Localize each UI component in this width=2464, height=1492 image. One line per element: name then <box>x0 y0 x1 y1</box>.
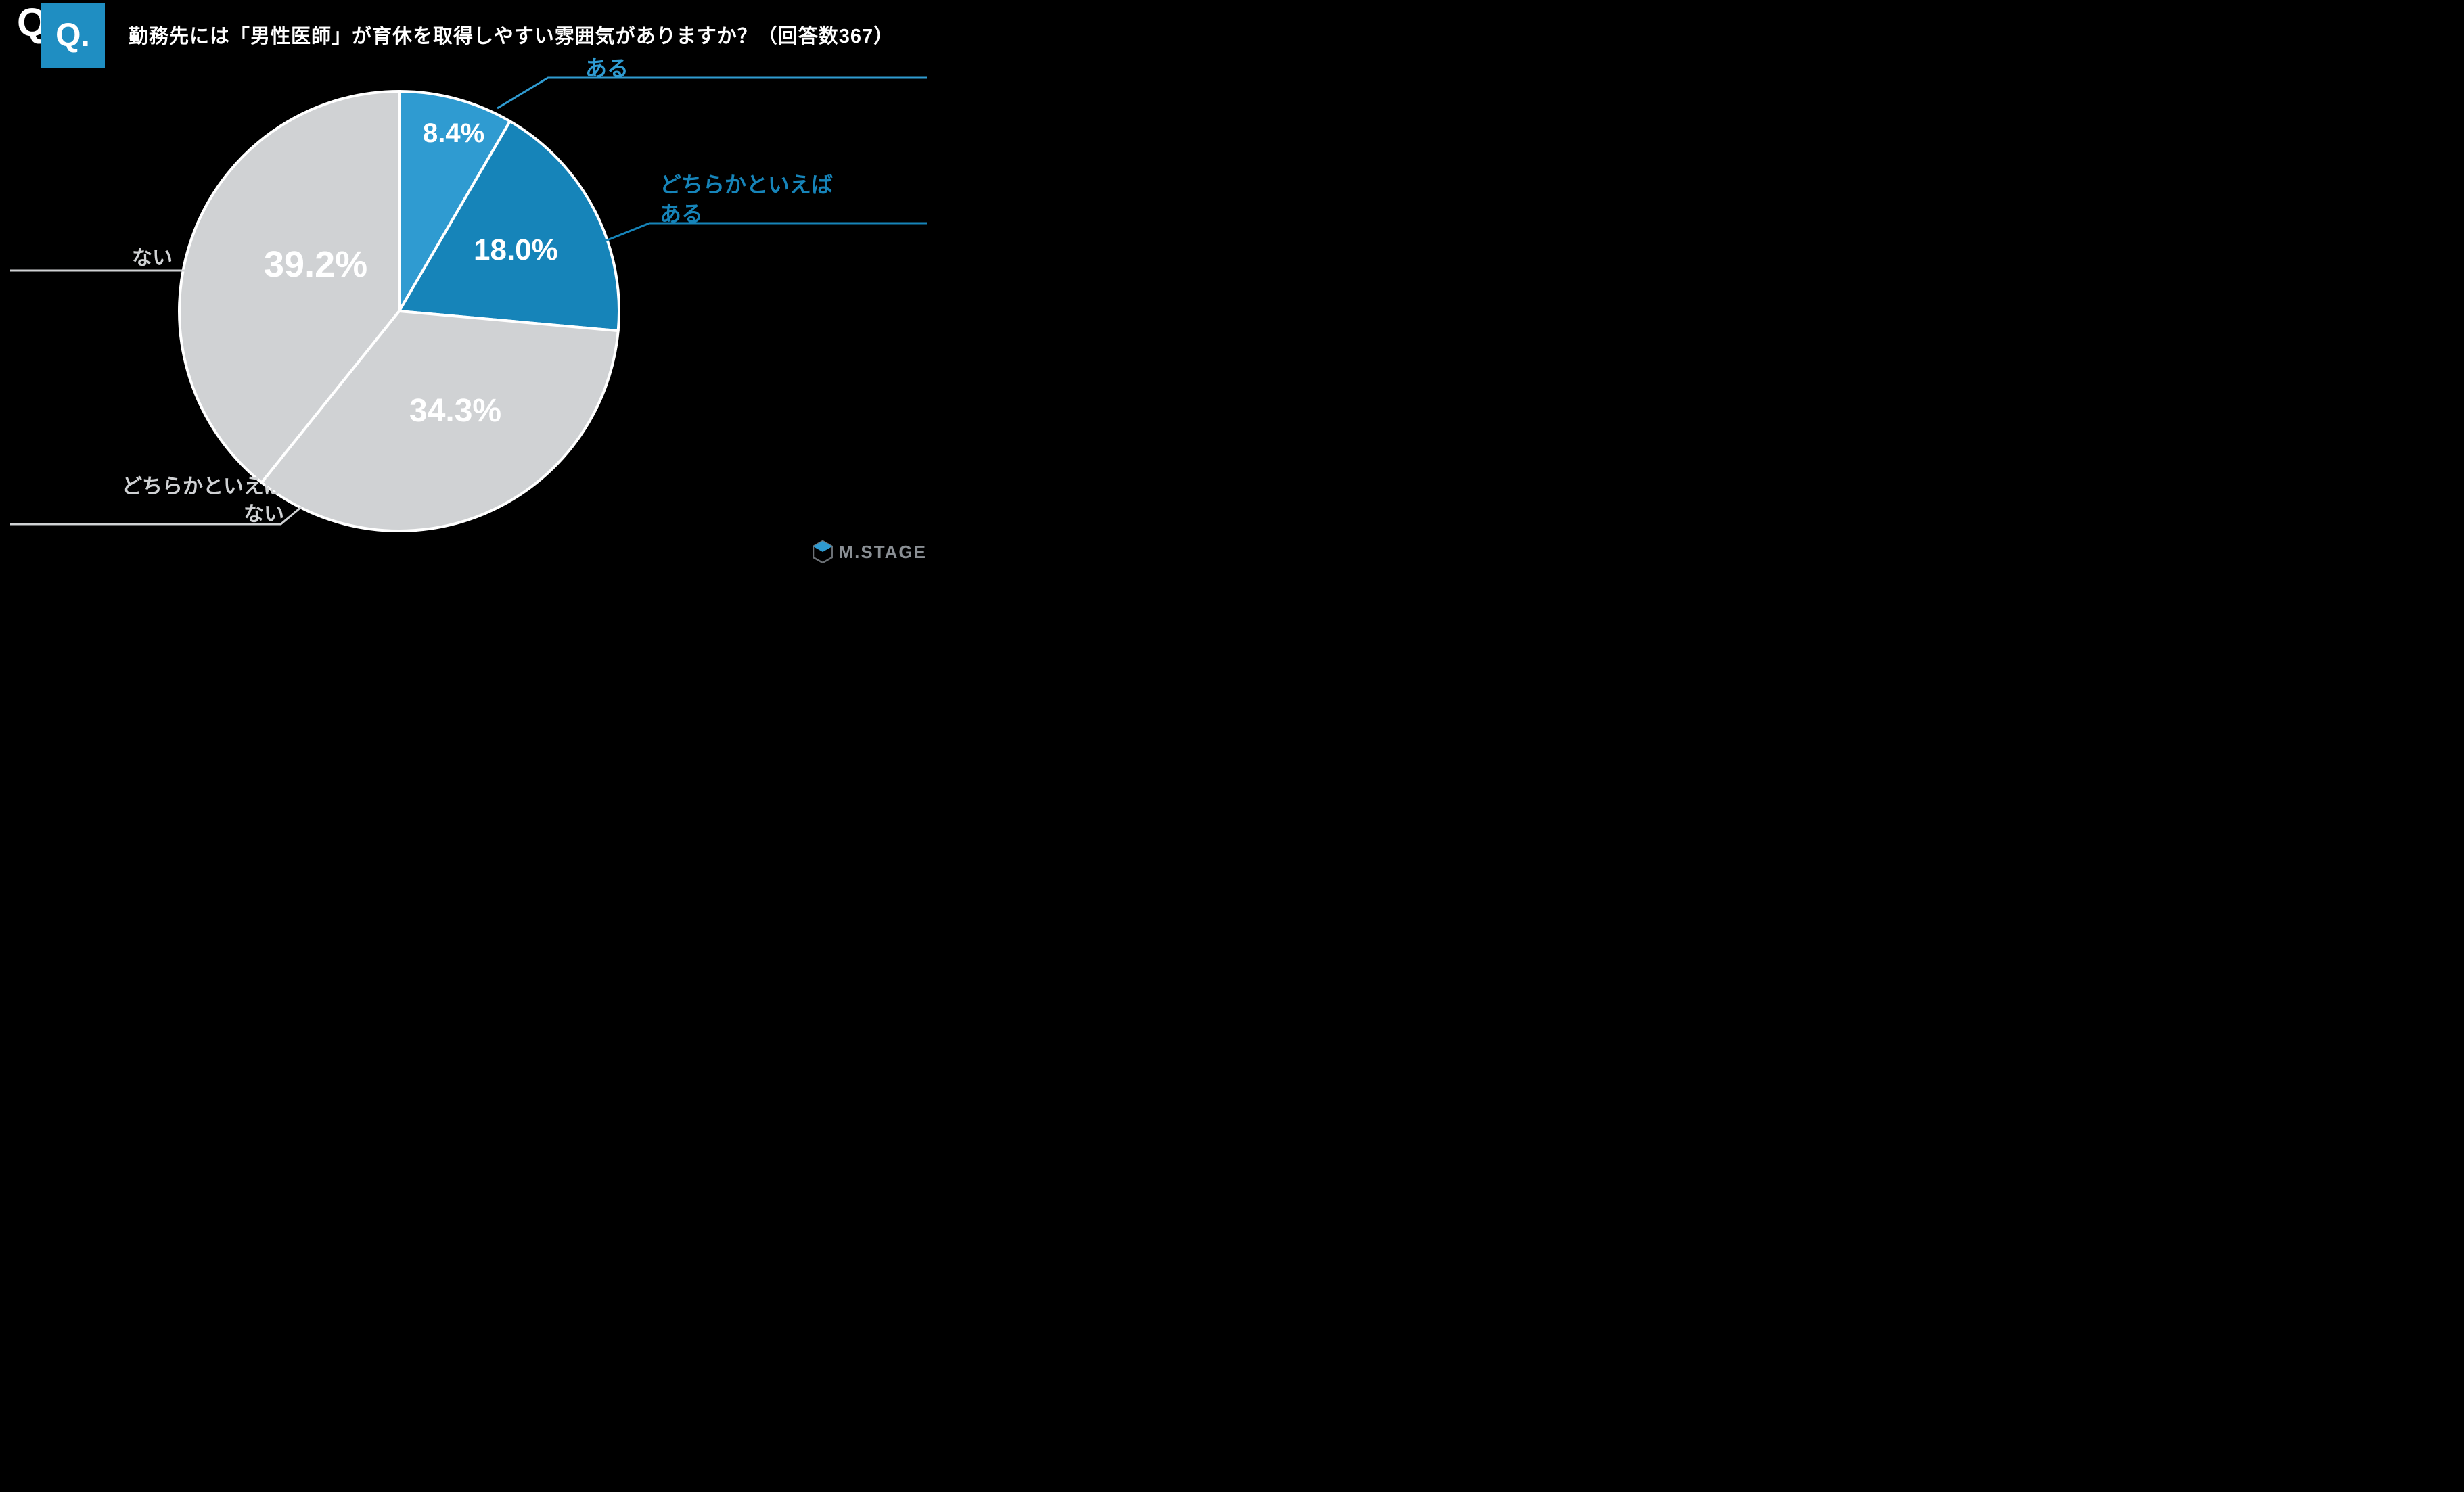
pie-pct-label: 34.3% <box>409 392 501 429</box>
brand-logo: M.STAGE <box>813 540 927 563</box>
logo-hex-icon <box>813 540 833 563</box>
pie-pct-label: 18.0% <box>474 233 558 267</box>
pie-category-label: ある <box>585 54 629 83</box>
pie-pct-label: 39.2% <box>264 243 367 285</box>
pie-category-label: どちらかといえば ない <box>122 473 284 528</box>
slide-root: Q Q. 勤務先には「男性医師」が育休を取得しやすい雰囲気がありますか？（回答数… <box>0 0 947 574</box>
pie-category-label: ない <box>132 245 173 273</box>
logo-text: M.STAGE <box>838 542 927 563</box>
leader-line <box>497 78 927 108</box>
pie-pct-label: 8.4% <box>423 118 484 149</box>
pie-category-label: どちらかといえば ある <box>660 170 833 229</box>
